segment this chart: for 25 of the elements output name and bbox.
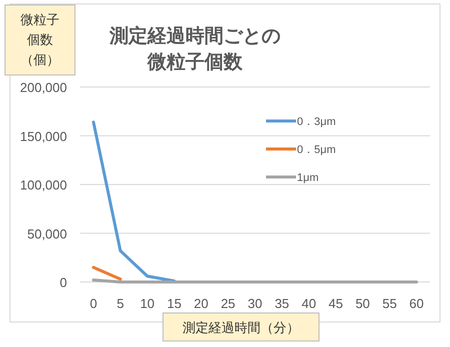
legend-label: 0．5μm [297,144,336,156]
x-tick-label: 55 [382,296,397,311]
x-tick-label: 10 [140,296,155,311]
x-tick-label: 50 [355,296,370,311]
x-tick-label: 45 [328,296,344,311]
y-tick-label: 100,000 [20,178,67,192]
x-tick-label: 20 [194,296,208,311]
y-tick-label: 150,000 [20,128,67,144]
x-tick-label: 60 [409,296,424,311]
x-tick-label: 15 [166,296,182,311]
x-tick-label: 40 [302,296,316,311]
y-tick-label: 200,000 [20,80,67,95]
x-tick-label: 35 [274,296,290,311]
line-series [92,120,176,283]
y-axis-title: 微粒子個数（個） [20,12,60,67]
x-tick-label: 0 [90,296,98,311]
legend-label: 1μm [297,172,319,184]
y-tick-label: 0 [60,275,67,290]
chart-title: 測定経過時間ごとの微粒子個数 [108,25,280,73]
x-tick-label: 30 [248,296,262,311]
x-tick-label: 25 [220,296,236,311]
legend-label: 0．3μm [297,116,336,128]
x-axis-title: 測定経過時間（分） [182,320,300,335]
x-tick-label: 5 [116,296,124,311]
y-tick-label: 50,000 [27,226,67,242]
